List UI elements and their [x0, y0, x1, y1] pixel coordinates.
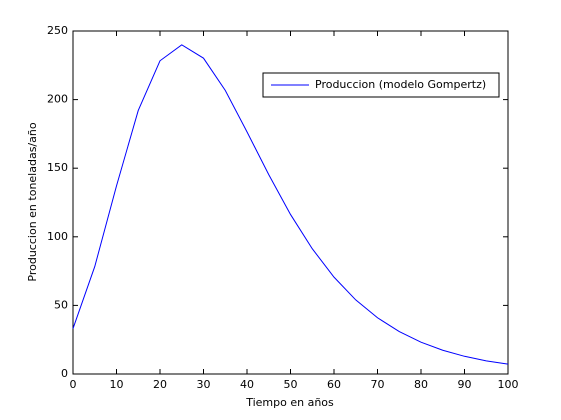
x-tick-label: 50: [284, 378, 298, 391]
x-tick-label: 70: [371, 378, 385, 391]
x-tick-label: 40: [240, 378, 254, 391]
line-series: [72, 44, 509, 365]
x-tick-label: 20: [153, 378, 167, 391]
x-tick-label: 10: [110, 378, 124, 391]
x-tick-label: 80: [414, 378, 428, 391]
y-tick-label: 50: [54, 298, 68, 311]
y-tick-label: 100: [47, 230, 68, 243]
y-tick-label: 250: [47, 24, 68, 37]
y-tick-label: 150: [47, 161, 68, 174]
y-tick-label: 0: [61, 367, 68, 380]
x-tick-label: 0: [70, 378, 77, 391]
x-tick-label: 90: [458, 378, 472, 391]
x-axis-label: Tiempo en años: [245, 396, 334, 409]
x-tick-label: 100: [498, 378, 519, 391]
y-axis-label: Produccion en toneladas/año: [26, 122, 39, 281]
y-tick-label: 200: [47, 93, 68, 106]
x-tick-label: 60: [327, 378, 341, 391]
x-tick-label: 30: [197, 378, 211, 391]
legend-label: Produccion (modelo Gompertz): [315, 78, 486, 91]
